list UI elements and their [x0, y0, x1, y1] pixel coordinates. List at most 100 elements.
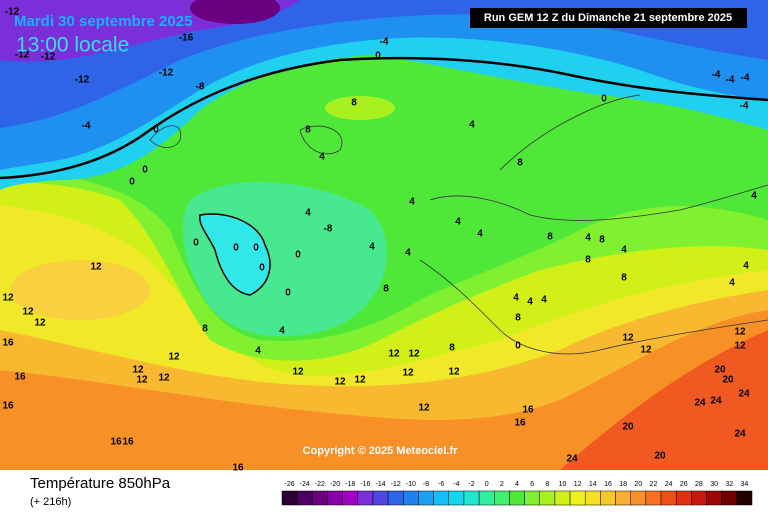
zone	[190, 0, 280, 24]
contour-label: 24	[710, 396, 722, 407]
contour-label: 8	[383, 284, 389, 295]
legend-swatch	[721, 490, 738, 506]
contour-label: 0	[253, 243, 259, 254]
contour-label: 20	[654, 451, 666, 462]
legend-label: -24	[300, 481, 310, 488]
contour-label: -16	[179, 33, 194, 44]
contour-label: 4	[513, 293, 519, 304]
legend-label: 30	[710, 481, 718, 488]
contour-label: 20	[722, 375, 734, 386]
contour-label: 12	[136, 375, 148, 386]
contour-label: 8	[202, 324, 208, 335]
contour-label: 24	[694, 398, 706, 409]
footer-title: Température 850hPa	[30, 475, 171, 492]
contour-label: 4	[621, 245, 627, 256]
contour-label: 4	[751, 191, 757, 202]
contour-label: 0	[515, 341, 521, 352]
map	[0, 0, 768, 470]
contour-label: 20	[714, 365, 726, 376]
legend-label: 10	[559, 481, 567, 488]
legend-swatch	[296, 490, 313, 506]
contour-label: 16	[122, 437, 134, 448]
contour-label: 16	[110, 437, 122, 448]
contour-label: 12	[734, 327, 746, 338]
legend-label: 14	[589, 481, 597, 488]
legend-swatch	[569, 490, 586, 506]
contour-label: 8	[515, 313, 521, 324]
legend-swatch	[675, 490, 692, 506]
contour-label: 12	[418, 403, 430, 414]
map-time: 13:00 locale	[16, 34, 129, 57]
legend-label: -20	[330, 481, 340, 488]
contour-label: 12	[2, 293, 14, 304]
contour-label: -4	[712, 70, 721, 81]
legend-label: 34	[741, 481, 749, 488]
legend-swatch	[433, 490, 450, 506]
legend-swatch	[372, 490, 389, 506]
legend-label: -18	[345, 481, 355, 488]
legend-label: 16	[604, 481, 612, 488]
zone	[325, 96, 395, 120]
legend-swatch	[327, 490, 343, 506]
contour-label: -12	[5, 7, 20, 18]
coastline	[149, 94, 768, 355]
contour-label: 12	[334, 377, 346, 388]
contour-label: 4	[255, 346, 261, 357]
contour-label: 0	[601, 94, 607, 105]
contour-label: 0	[295, 250, 301, 261]
contour-label: 12	[622, 333, 634, 344]
contour-label: 16	[14, 372, 26, 383]
legend-swatch	[691, 490, 707, 506]
legend-swatch	[494, 490, 510, 506]
legend-swatch	[509, 490, 525, 506]
contour-label: 8	[305, 125, 311, 136]
legend-label: -2	[468, 481, 474, 488]
contour-label: 12	[402, 368, 414, 379]
contour-label: -4	[82, 121, 91, 132]
legend-label: 20	[634, 481, 642, 488]
legend-label: -14	[375, 481, 385, 488]
contour-label: 0	[193, 238, 199, 249]
contour-label: 12	[408, 349, 420, 360]
legend-swatch	[584, 490, 601, 506]
legend-swatch	[418, 490, 434, 506]
legend-swatch	[615, 490, 631, 506]
contour-label: 8	[585, 255, 591, 266]
footer-lead: (+ 216h)	[30, 496, 71, 508]
contour-label: 8	[449, 343, 455, 354]
legend-label: 6	[530, 481, 534, 488]
legend-label: 26	[680, 481, 688, 488]
legend-label: 32	[725, 481, 733, 488]
contour-label: 0	[285, 288, 291, 299]
legend-label: 8	[545, 481, 549, 488]
contour-label: 0	[142, 165, 148, 176]
contour-label: 20	[622, 422, 634, 433]
contour-label: 12	[22, 307, 34, 318]
contour-label: 16	[232, 463, 244, 474]
contour-label: 4	[743, 261, 749, 272]
contour-label: 24	[738, 389, 750, 400]
contour-label: 4	[319, 152, 325, 163]
legend-swatch	[478, 490, 495, 506]
legend-swatch	[312, 490, 328, 506]
contour-label: 0	[129, 177, 135, 188]
contour-label: 4	[729, 278, 735, 289]
contour-label: 4	[527, 297, 533, 308]
contour-label: 4	[369, 242, 375, 253]
contour-label: -4	[380, 37, 389, 48]
legend-swatch	[448, 490, 465, 506]
contour-label: -12	[15, 50, 30, 61]
contour-label: 12	[734, 341, 746, 352]
contour-label: -4	[726, 75, 735, 86]
legend-label: 22	[650, 481, 658, 488]
contour-label: 8	[517, 158, 523, 169]
color-legend: -26 -24 -22 -20 -18 -16 -14 -12 -10 -8 -6 -4 -2 0 2 4 6 8…	[281, 481, 753, 506]
contour-label: 12	[132, 365, 144, 376]
contour-label: 12	[354, 375, 366, 386]
legend-swatch	[342, 490, 359, 506]
contour-label: 4	[469, 120, 475, 131]
contour-label: -8	[324, 224, 333, 235]
legend-label: 18	[619, 481, 627, 488]
